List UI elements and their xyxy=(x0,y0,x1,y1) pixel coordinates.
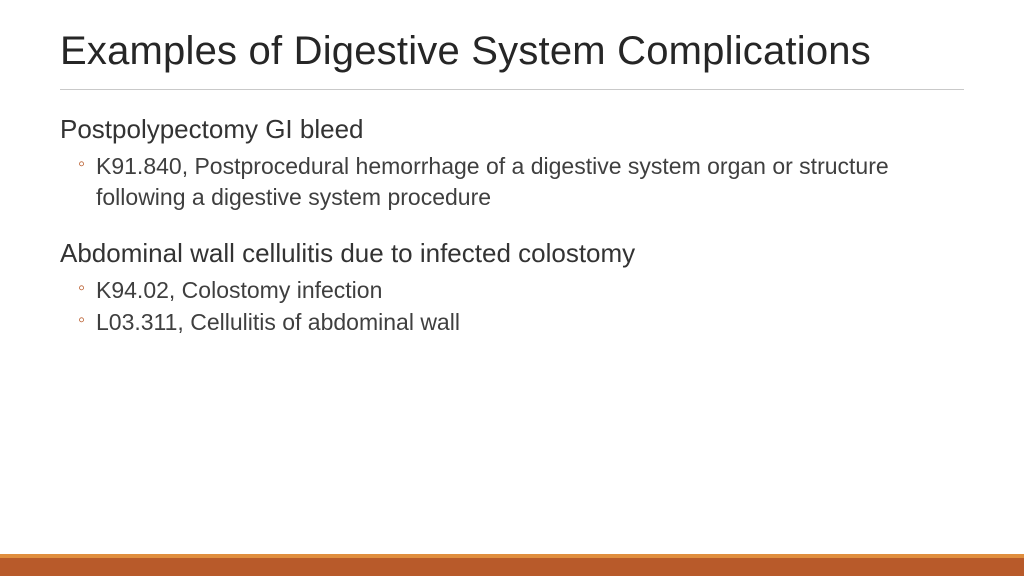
section-1: Postpolypectomy GI bleed K91.840, Postpr… xyxy=(60,114,964,212)
slide-container: Examples of Digestive System Complicatio… xyxy=(0,0,1024,576)
section-2: Abdominal wall cellulitis due to infecte… xyxy=(60,238,964,338)
footer-band-bottom xyxy=(0,558,1024,576)
section-heading: Abdominal wall cellulitis due to infecte… xyxy=(60,238,964,269)
bullet-list: K91.840, Postprocedural hemorrhage of a … xyxy=(78,151,964,212)
slide-title: Examples of Digestive System Complicatio… xyxy=(60,28,964,75)
list-item: K94.02, Colostomy infection xyxy=(78,275,964,305)
bullet-list: K94.02, Colostomy infection L03.311, Cel… xyxy=(78,275,964,338)
footer-band xyxy=(0,554,1024,576)
list-item: L03.311, Cellulitis of abdominal wall xyxy=(78,307,964,337)
title-rule xyxy=(60,89,964,90)
list-item: K91.840, Postprocedural hemorrhage of a … xyxy=(78,151,964,212)
section-heading: Postpolypectomy GI bleed xyxy=(60,114,964,145)
